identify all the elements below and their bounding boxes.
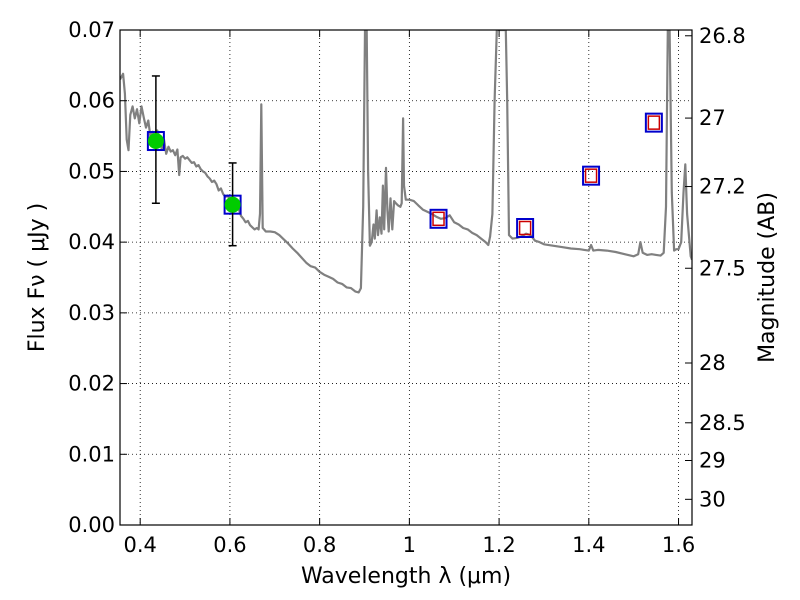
model-flux-blue-square	[644, 112, 663, 133]
grid-lines	[120, 29, 692, 526]
tick-marks	[120, 29, 692, 526]
right-tick-label: 27.5	[699, 256, 746, 280]
y-tick-label: 0.04	[68, 230, 115, 254]
y-axis-title: Flux Fν ( μJy )	[25, 203, 50, 352]
x-tick-label: 0.6	[213, 533, 246, 557]
x-tick-label: 1	[403, 533, 416, 557]
right-tick-label: 28.5	[699, 411, 746, 435]
x-tick-label: 1.6	[662, 533, 695, 557]
y-tick-label: 0.06	[68, 89, 115, 113]
x-tick-label: 0.8	[303, 533, 336, 557]
model-flux-blue-square	[516, 218, 535, 238]
y-tick-label: 0.01	[68, 442, 115, 466]
observed-flux-point	[224, 196, 241, 213]
right-tick-label: 27.2	[699, 175, 746, 199]
y-tick-label: 0.07	[68, 18, 115, 42]
right-tick-label: 29	[699, 449, 726, 473]
model-spectrum-line	[120, 30, 692, 294]
model-flux-red-square	[647, 115, 661, 130]
y-tick-label: 0.05	[68, 159, 115, 183]
y-tick-label: 0.03	[68, 301, 115, 325]
right-tick-label: 30	[699, 487, 726, 511]
y-tick-label: 0.02	[68, 372, 115, 396]
y-tick-label: 0.00	[68, 513, 115, 537]
x-tick-label: 1.4	[572, 533, 605, 557]
axes-frame	[119, 29, 693, 526]
model-flux-red-square	[584, 168, 598, 183]
tick-labels: 0.4 0.6 0.8 1 1.2 1.4 1.6 0.00 0.01 0.02 0.03 0.04 0…	[68, 18, 746, 557]
plot-area	[120, 30, 692, 294]
model-flux-blue-square	[429, 208, 448, 229]
x-tick-label: 0.4	[123, 533, 156, 557]
right-axis-title: Magnitude (AB)	[755, 192, 780, 363]
x-axis-title: Wavelength λ (μm)	[301, 564, 511, 589]
model-flux-red-square	[518, 220, 532, 236]
model-flux-blue-square	[582, 165, 601, 186]
right-tick-label: 27	[699, 106, 726, 130]
model-flux-red-square	[432, 211, 445, 227]
right-tick-label: 28	[699, 351, 726, 375]
right-tick-label: 26.8	[699, 24, 746, 48]
x-tick-label: 1.2	[482, 533, 515, 557]
observed-flux-point	[147, 133, 164, 150]
